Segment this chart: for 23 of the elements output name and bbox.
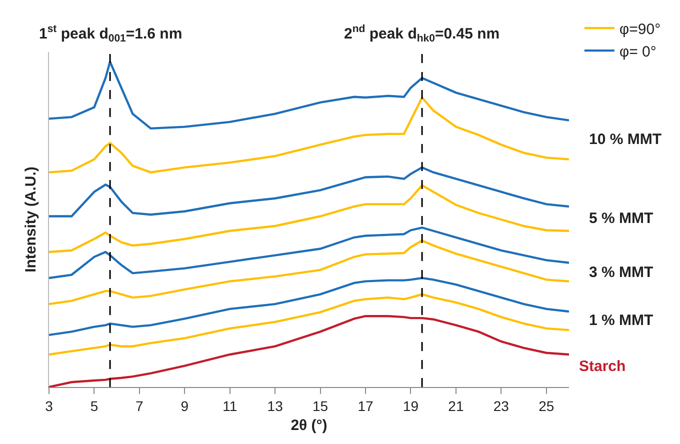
text: 5 % MMT (589, 210, 654, 227)
x-tick-label: 25 (538, 398, 554, 414)
x-tick-label: 23 (493, 398, 510, 414)
legend-label: φ= 0° (619, 43, 656, 60)
x-tick-label: 13 (267, 398, 284, 414)
x-tick-label: 9 (180, 398, 189, 414)
series-label: Starch (579, 358, 626, 375)
x-tick-label: 7 (136, 398, 144, 414)
x-tick-label: 3 (45, 398, 54, 414)
text: 1 % MMT (589, 312, 654, 329)
text: 10 % MMT (589, 131, 662, 148)
x-tick-label: 5 (90, 398, 98, 414)
text: 3 % MMT (589, 264, 654, 281)
x-tick-label: 15 (312, 398, 328, 414)
x-tick-label: 19 (402, 398, 419, 414)
y-axis-title: Intensity (A.U.) (22, 166, 40, 272)
text: 2$^{nd}$ peak d$_{hk0}$=0.45 nm (344, 23, 500, 44)
x-tick-label: 17 (358, 398, 374, 414)
x-axis-title: 2θ (°) (290, 416, 328, 434)
text: 1$^{st}$ peak d$_{001}$=1.6 nm (39, 23, 182, 44)
legend-label: φ=90° (619, 20, 661, 38)
x-tick-label: 21 (448, 398, 464, 414)
x-tick-label: 11 (222, 398, 238, 414)
